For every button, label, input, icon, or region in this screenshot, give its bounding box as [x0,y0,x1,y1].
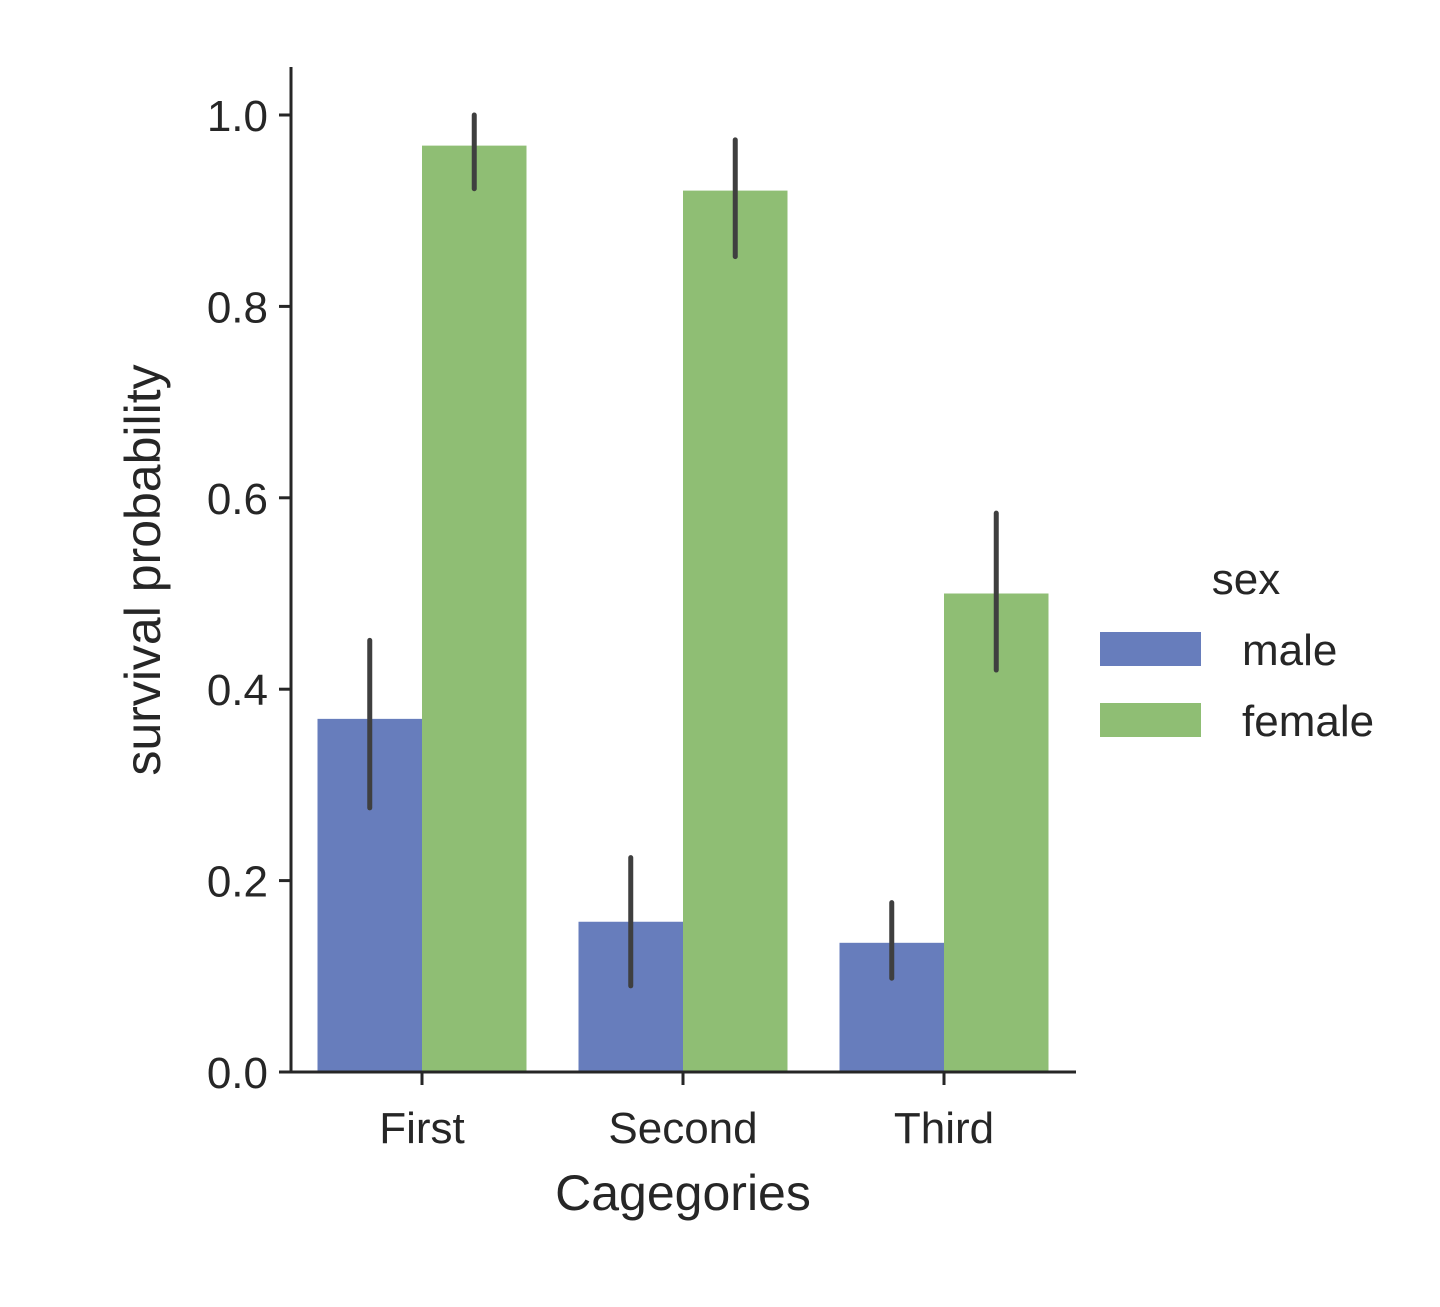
x-tick-label: Second [608,1104,757,1153]
y-ticks: 0.0 0.2 0.4 0.6 0.8 1.0 [207,92,291,1098]
bars [317,145,1049,1072]
x-axis-label: Cagegories [555,1165,811,1221]
legend-label-female: female [1242,697,1374,746]
y-tick-label: 1.0 [207,92,268,141]
legend-title: sex [1212,555,1280,604]
x-ticks: First Second Third [379,1072,994,1153]
y-axis-label: survival probability [115,364,171,775]
x-tick-label: First [379,1104,465,1153]
y-tick-label: 0.2 [207,858,268,907]
legend-swatch-female [1100,703,1201,737]
y-tick-label: 0.0 [207,1049,268,1098]
legend: sex male female [1100,555,1374,746]
legend-label-male: male [1242,626,1337,675]
bar-female-second [683,190,788,1072]
y-tick-label: 0.4 [207,666,268,715]
y-tick-label: 0.6 [207,475,268,524]
y-tick-label: 0.8 [207,283,268,332]
bar-female-first [422,145,527,1072]
x-tick-label: Third [894,1104,994,1153]
error-bars [367,112,999,989]
bar-female-third [944,593,1049,1072]
legend-swatch-male [1100,632,1201,666]
